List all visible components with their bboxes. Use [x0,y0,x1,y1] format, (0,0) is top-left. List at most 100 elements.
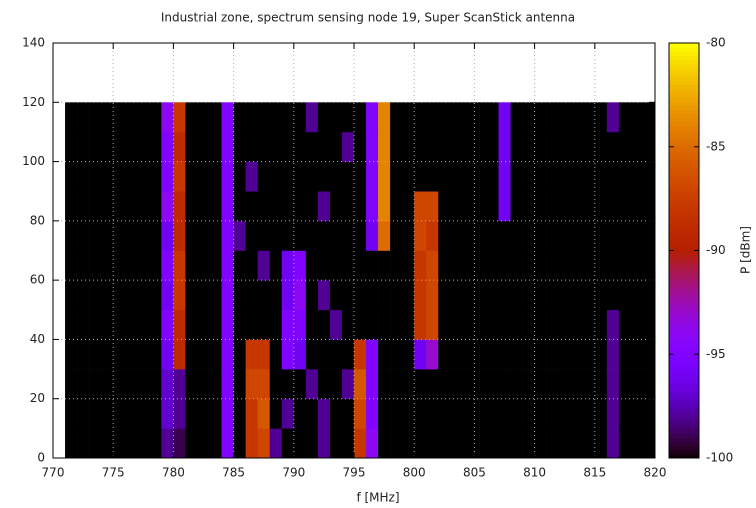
heatmap-cell [426,191,439,222]
colorbar-swatch [669,424,699,430]
heatmap-cell [89,398,102,429]
chart-title: Industrial zone, spectrum sensing node 1… [161,11,575,25]
heatmap-cell [438,131,451,162]
heatmap-cell [354,428,367,459]
heatmap-cell [570,280,584,311]
colorbar-swatch [669,72,699,77]
heatmap-cell [462,102,475,133]
heatmap-cell [233,102,246,133]
heatmap-cell [474,161,487,192]
colorbar-swatch [669,105,699,110]
heatmap-cell [642,102,656,133]
heatmap-cell [137,309,150,340]
colorbar-swatch [669,167,699,173]
heatmap-cell [245,428,258,459]
heatmap-cell [185,309,198,340]
heatmap-cell [630,102,644,133]
axes: 770 775 780 785 790 795 800 805 810 815 820 0 20 40 60… [22,36,733,480]
heatmap-cell [438,309,451,340]
colorbar-swatch [669,433,699,438]
heatmap-cell [173,428,186,459]
heatmap-cell [402,369,415,400]
heatmap-cell [269,191,283,222]
heatmap-cell [414,131,427,162]
heatmap-cell [137,131,150,162]
heatmap-cell [390,220,403,251]
heatmap-cell [546,280,559,311]
heatmap-cell [378,369,391,400]
x-tick-label: 800 [403,466,426,480]
heatmap-cell [257,398,271,429]
heatmap-cell [402,102,415,133]
heatmap-cell [197,339,210,370]
heatmap-cell [233,369,246,400]
heatmap-cell [257,428,271,459]
heatmap-cell [125,428,138,459]
heatmap-cell [197,220,210,251]
heatmap-cell [510,250,523,281]
colorbar-swatch [669,399,699,405]
heatmap-cell [173,250,186,281]
heatmap-cell [606,369,620,400]
heatmap-cell [498,102,511,133]
heatmap-cell [594,102,608,133]
heatmap-cell [197,161,210,192]
heatmap-cell [414,280,427,311]
heatmap-cell [390,339,403,370]
colorbar-swatch [669,325,699,330]
heatmap-cell [414,369,427,400]
heatmap-cell [329,161,343,192]
heatmap-cell [390,309,403,340]
heatmap-cell [233,220,246,251]
colorbar-swatch [669,250,699,256]
heatmap-cell [474,191,487,222]
colorbar-swatch [669,67,699,73]
heatmap-cell [630,280,644,311]
heatmap-cell [341,220,355,251]
x-tick-label: 810 [523,466,546,480]
heatmap-cell [534,191,547,222]
heatmap-cell [402,339,415,370]
colorbar-swatch [669,171,699,177]
heatmap-cell [426,309,439,340]
heatmap-cell [101,161,114,192]
heatmap-cell [438,428,451,459]
heatmap-cell [630,250,644,281]
colorbar-swatch [669,159,699,164]
heatmap-cell [534,102,547,133]
heatmap-cell [354,309,367,340]
heatmap-cell [414,220,427,251]
heatmap-cell [498,428,511,459]
colorbar-swatch [669,267,699,272]
colorbar-swatch [669,200,699,206]
heatmap-cell [317,369,331,400]
heatmap-cell [474,339,487,370]
heatmap-cell [101,191,114,222]
x-tick-label: 770 [42,466,65,480]
heatmap-cell [305,131,319,162]
heatmap-cell [426,398,439,429]
heatmap-cell [642,161,656,192]
heatmap-cell [510,369,523,400]
heatmap-cell [65,339,78,370]
heatmap-cell [341,191,355,222]
heatmap-cell [630,309,644,340]
heatmap-cell [390,280,403,311]
heatmap-cell [618,131,632,162]
heatmap-cell [329,309,343,340]
heatmap-cell [594,369,608,400]
heatmap-cell [366,131,379,162]
heatmap-cell [366,339,379,370]
heatmap-cell [101,428,114,459]
heatmap-cell [534,428,547,459]
heatmap-cell [546,250,559,281]
heatmap-cell [486,131,499,162]
heatmap-cell [281,369,295,400]
heatmap-cell [125,339,138,370]
heatmap-cell [450,398,463,429]
heatmap-cell [402,250,415,281]
heatmap-cell [510,102,523,133]
heatmap-cell [546,220,559,251]
heatmap-cell [522,250,535,281]
heatmap-cell [125,280,138,311]
